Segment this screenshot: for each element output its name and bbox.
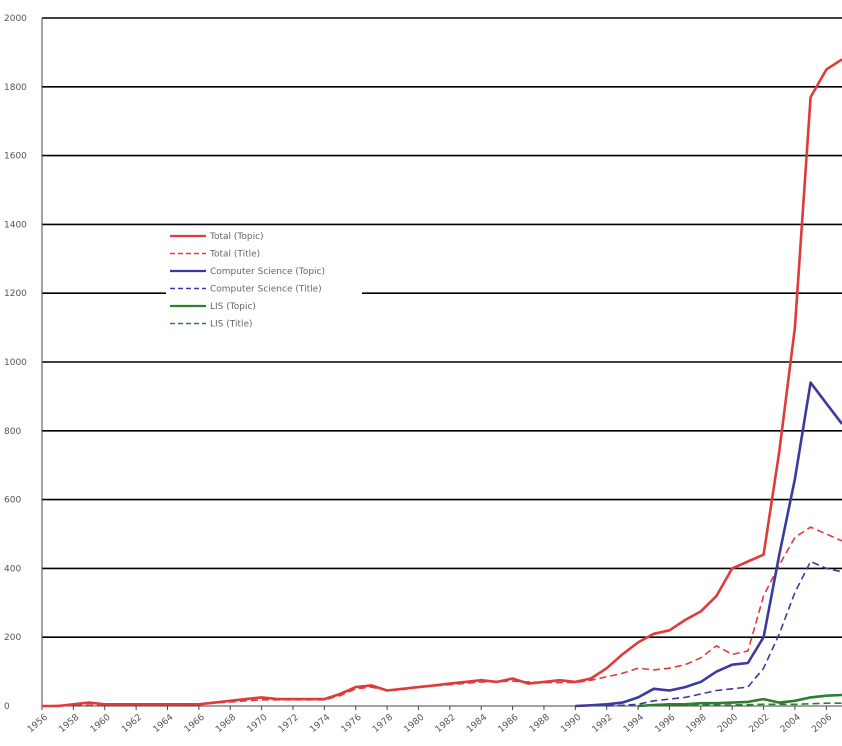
y-tick-label: 200 [4, 633, 21, 643]
x-tick-label: 1982 [434, 713, 458, 735]
x-tick-label: 2006 [810, 712, 834, 735]
x-tick-label: 1976 [340, 712, 364, 735]
x-tick-label: 2004 [779, 712, 803, 735]
y-tick-label: 600 [4, 496, 21, 506]
x-tick-label: 1966 [183, 712, 207, 735]
y-tick-label: 800 [4, 427, 21, 437]
grid-layer [42, 18, 842, 637]
legend-label: Computer Science (Topic) [210, 267, 325, 277]
x-tick-label: 1956 [26, 712, 50, 735]
series-line-1 [42, 527, 842, 706]
legend-label: Computer Science (Title) [210, 285, 322, 295]
legend-label: Total (Title) [209, 250, 260, 260]
legend-label: LIS (Topic) [210, 302, 256, 312]
x-tick-label: 1964 [151, 712, 175, 735]
y-tick-label: 1000 [4, 358, 27, 368]
x-tick-label: 1996 [653, 712, 677, 735]
y-tick-label: 400 [4, 564, 21, 574]
y-tick-label: 1600 [4, 152, 27, 162]
legend-background [166, 228, 362, 337]
x-tick-label: 1968 [214, 712, 238, 735]
x-tick-label: 1986 [497, 712, 521, 735]
x-tick-label: 1962 [120, 713, 144, 735]
y-tick-label: 2000 [4, 14, 27, 24]
x-tick-label: 1988 [528, 712, 552, 735]
y-tick-label: 1800 [4, 83, 27, 93]
legend-label: Total (Topic) [209, 232, 264, 242]
x-tick-label: 1972 [277, 713, 301, 735]
x-tick-label: 2002 [748, 713, 772, 735]
x-tick-label: 1994 [622, 712, 646, 735]
y-tick-label: 0 [4, 702, 10, 712]
legend-label: LIS (Title) [210, 320, 253, 330]
x-tick-label: 1974 [308, 712, 332, 735]
legend: Total (Topic) Total (Title) Computer Scien… [166, 228, 362, 337]
x-tick-label: 1992 [591, 713, 615, 735]
axis-layer: 0 200 400 600 800 1000 1200 1400 1600 1800 2000 195… [4, 14, 842, 735]
x-tick-label: 2000 [716, 712, 740, 735]
x-tick-label: 1998 [685, 712, 709, 735]
x-tick-label: 1970 [246, 712, 270, 735]
x-tick-label: 1978 [371, 712, 395, 735]
y-tick-label: 1400 [4, 220, 27, 230]
x-tick-label: 1980 [402, 712, 426, 735]
x-tick-label: 1990 [559, 712, 583, 735]
x-tick-label: 1958 [57, 712, 81, 735]
x-tick-label: 1984 [465, 712, 489, 735]
y-tick-label: 1200 [4, 289, 27, 299]
x-tick-label: 1960 [89, 712, 113, 735]
